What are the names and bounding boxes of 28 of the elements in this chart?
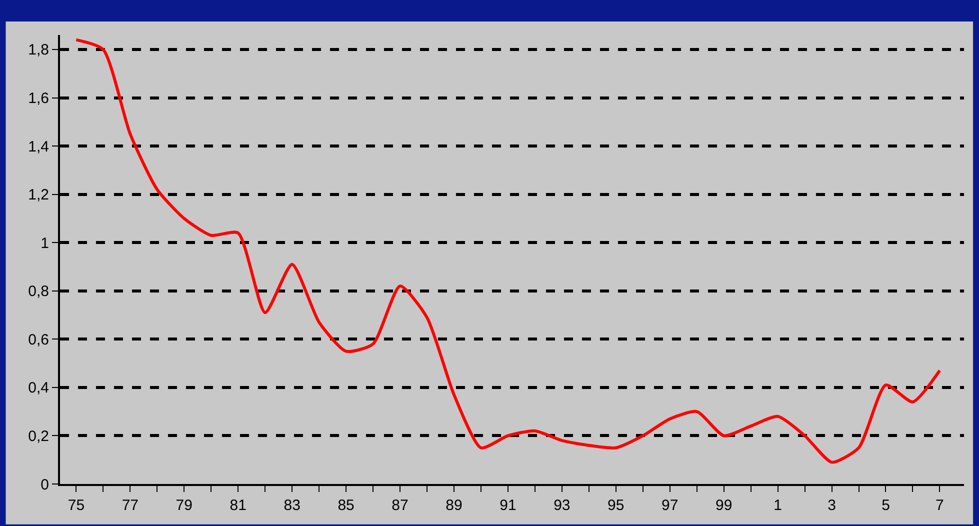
x-tick-label: 1 [774,497,782,514]
x-tick-label: 89 [446,497,462,514]
x-tick-label: 83 [284,497,300,514]
x-tick-label: 95 [608,497,624,514]
x-tick-label: 77 [122,497,139,514]
y-tick-label: 0,6 [28,331,49,348]
x-tick-label: 91 [500,497,516,514]
x-tick-label: 79 [176,497,192,514]
x-tick-label: 85 [338,497,354,514]
y-tick-label: 1,4 [28,138,49,156]
x-tick-label: 7 [936,497,944,514]
y-tick-label: 0 [40,476,49,494]
y-tick-label: 1,6 [28,90,49,108]
x-tick-label: 93 [554,497,570,514]
x-tick-label: 87 [392,497,408,514]
x-tick-label: 97 [662,497,678,514]
x-tick-label: 5 [882,497,890,514]
x-tick-label: 99 [715,497,732,514]
y-tick-label: 1,2 [28,186,49,204]
x-tick-label: 81 [230,497,246,514]
x-tick-label: 3 [828,497,836,514]
y-tick-label: 1 [40,234,49,252]
y-tick-label: 1,8 [28,42,49,59]
y-tick-label: 0,8 [28,283,49,300]
y-tick-label: 0,2 [28,428,49,445]
line-series [74,38,942,464]
x-tick-label: 75 [68,497,85,514]
y-tick-label: 0,4 [28,380,49,397]
